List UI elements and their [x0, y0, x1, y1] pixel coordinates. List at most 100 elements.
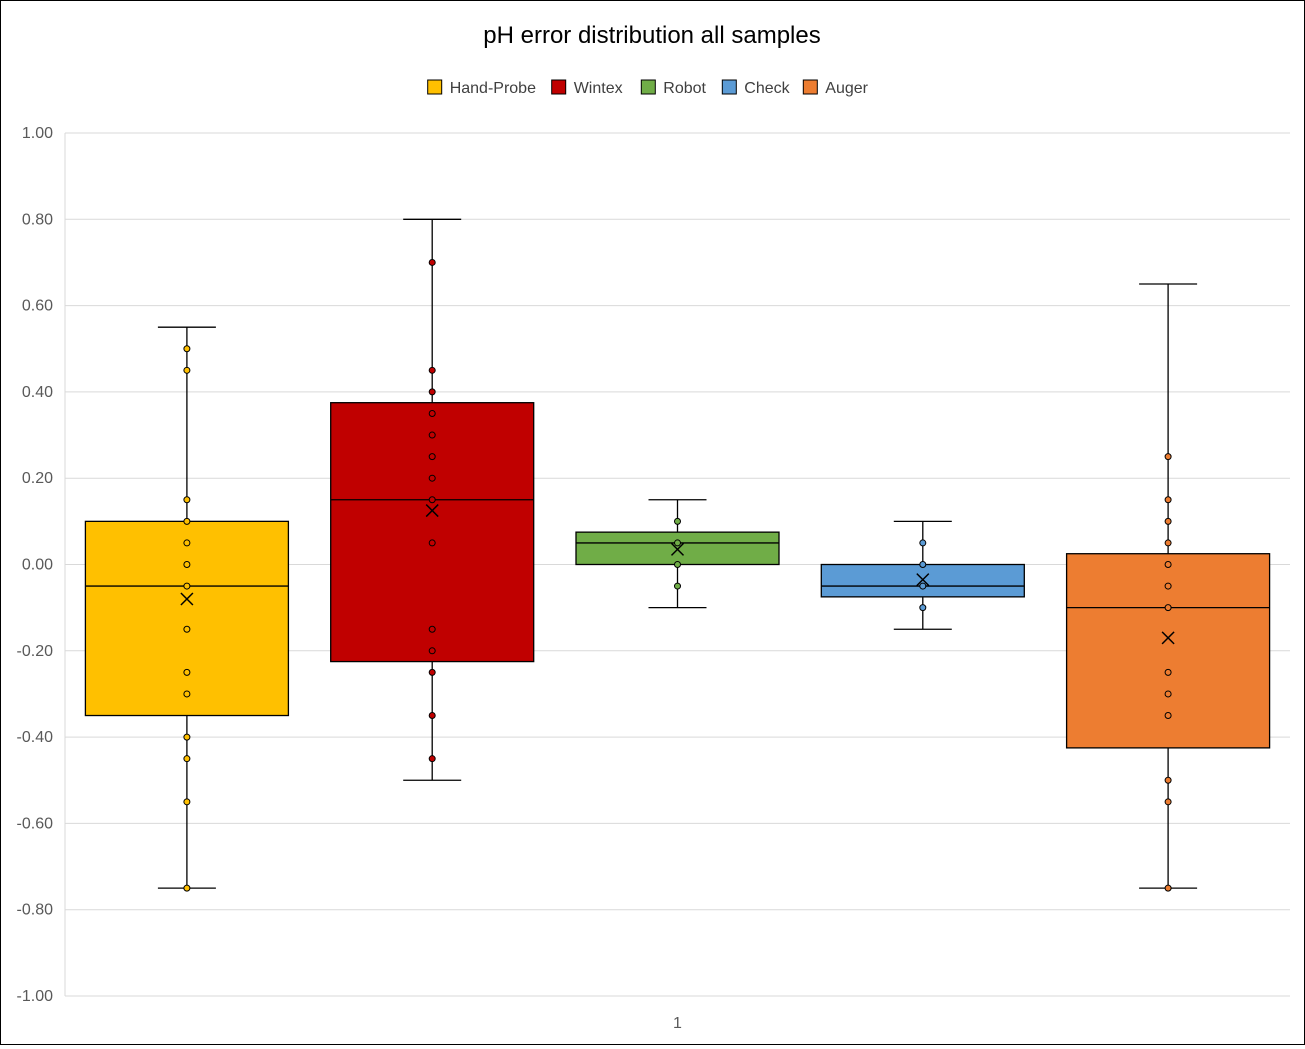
- data-point: [428, 647, 436, 655]
- box-body: [575, 531, 780, 566]
- data-point: [428, 712, 436, 720]
- mean-marker-stroke: [180, 592, 194, 606]
- data-point: [183, 561, 191, 568]
- data-point: [428, 625, 436, 633]
- data-point: [919, 539, 927, 547]
- y-tick-label: -0.20: [17, 643, 54, 660]
- data-point: [183, 517, 191, 525]
- data-point: [183, 884, 191, 892]
- legend-label: Robot: [663, 80, 706, 97]
- data-point: [428, 668, 436, 676]
- data-point: [428, 431, 436, 439]
- box-robot: [575, 499, 780, 609]
- mean-marker: [1161, 631, 1175, 645]
- box-check: [820, 520, 1025, 630]
- data-point: [1164, 798, 1172, 806]
- data-point: [183, 690, 191, 698]
- box-wintex: [330, 218, 535, 781]
- chart-title: pH error distribution all samples: [483, 22, 820, 49]
- data-point: [919, 561, 927, 568]
- data-point: [674, 517, 681, 525]
- data-point: [674, 582, 681, 590]
- legend-swatch: [640, 79, 656, 95]
- legend: Hand-Probe Wintex Robot Check Auger: [427, 79, 869, 97]
- data-point: [183, 366, 191, 374]
- data-point: [428, 453, 436, 461]
- legend-swatch: [551, 79, 567, 95]
- data-point: [183, 798, 191, 806]
- mean-marker: [180, 592, 194, 606]
- box-body: [330, 402, 535, 663]
- mean-marker: [916, 573, 930, 587]
- data-point: [1164, 690, 1172, 698]
- data-point: [428, 388, 436, 396]
- data-point: [428, 258, 436, 266]
- mean-marker-stroke: [1161, 631, 1175, 645]
- data-point: [428, 366, 436, 374]
- data-point: [1164, 776, 1172, 784]
- legend-item: Hand-Probe: [427, 79, 536, 97]
- data-point: [1164, 668, 1172, 676]
- data-point: [428, 539, 436, 547]
- data-point: [674, 539, 681, 547]
- y-tick-label: 0.80: [22, 211, 53, 228]
- data-point: [183, 733, 191, 741]
- data-point: [183, 625, 191, 633]
- legend-label: Auger: [825, 80, 868, 97]
- data-point: [183, 345, 191, 353]
- x-axis: 1: [673, 1015, 682, 1032]
- legend-item: Wintex: [551, 79, 623, 97]
- data-point: [1164, 496, 1172, 504]
- mean-marker: [425, 504, 439, 518]
- y-tick-label: -1.00: [17, 988, 54, 1005]
- data-point: [183, 539, 191, 547]
- y-tick-label: 0.60: [22, 298, 53, 315]
- data-point: [919, 582, 927, 590]
- box-hand-probe: [84, 326, 290, 892]
- legend-item: Auger: [802, 79, 869, 97]
- y-axis: -1.00 -0.80 -0.60 -0.40 -0.20 0.00 0.20 0.40 0.6…: [17, 125, 66, 1005]
- mean-marker-stroke: [670, 542, 685, 556]
- data-point: [428, 474, 436, 482]
- data-point: [1164, 884, 1172, 892]
- y-tick-label: 0.40: [22, 384, 53, 401]
- plot-series: [84, 218, 1271, 892]
- data-point: [428, 409, 436, 417]
- legend-label: Hand-Probe: [450, 80, 536, 97]
- data-point: [1164, 604, 1172, 612]
- legend-swatch: [721, 79, 737, 95]
- data-point: [1164, 517, 1172, 525]
- data-point: [183, 582, 191, 590]
- data-point: [1164, 582, 1172, 590]
- data-point: [183, 755, 191, 763]
- legend-item: Check: [721, 79, 791, 97]
- box-auger: [1065, 283, 1271, 892]
- data-point: [1164, 561, 1172, 568]
- legend-swatch: [802, 79, 818, 95]
- mean-marker-stroke: [425, 504, 439, 518]
- data-point: [919, 604, 927, 612]
- data-point: [674, 561, 681, 568]
- data-point: [1164, 712, 1172, 720]
- data-point: [183, 668, 191, 676]
- y-tick-label: -0.60: [17, 815, 54, 832]
- box-body: [84, 520, 290, 717]
- y-tick-label: 0.20: [22, 470, 53, 487]
- mean-marker-stroke: [916, 573, 930, 587]
- data-point: [1164, 453, 1172, 461]
- y-tick-label: 1.00: [22, 125, 53, 142]
- legend-label: Wintex: [574, 80, 623, 97]
- y-tick-label: -0.40: [17, 729, 54, 746]
- legend-swatch: [427, 79, 443, 95]
- legend-item: Robot: [640, 79, 707, 97]
- data-point: [1164, 539, 1172, 547]
- data-point: [183, 496, 191, 504]
- data-point: [428, 496, 436, 504]
- x-tick-label: 1: [673, 1015, 682, 1032]
- box-body: [820, 563, 1025, 598]
- mean-marker: [670, 542, 685, 556]
- y-tick-label: -0.80: [17, 902, 54, 919]
- legend-label: Check: [744, 80, 790, 97]
- data-point: [428, 755, 436, 763]
